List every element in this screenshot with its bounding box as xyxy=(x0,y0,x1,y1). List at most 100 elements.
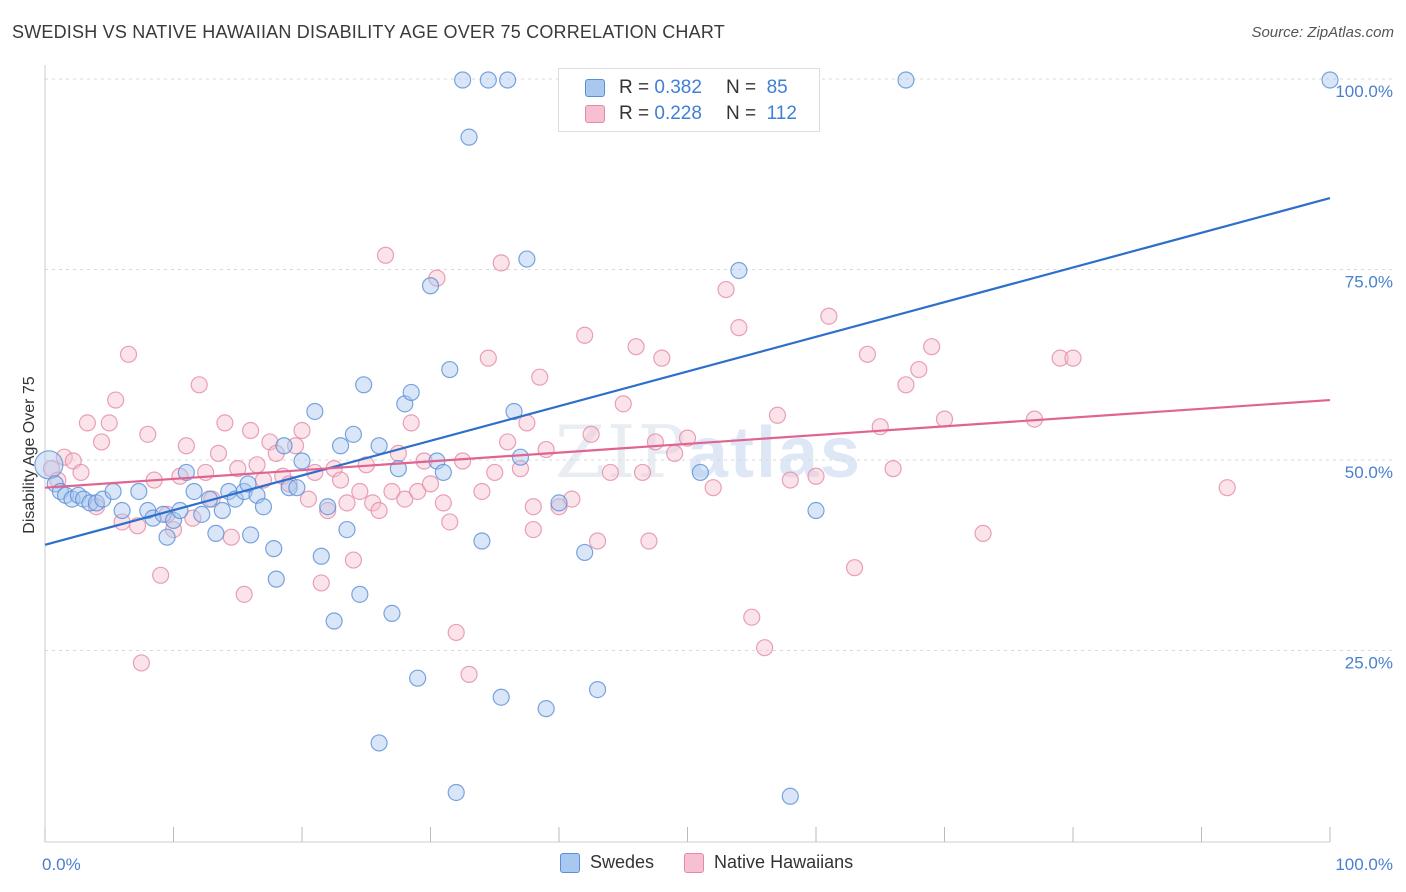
hawaiians-point xyxy=(370,501,388,520)
hawaiians-point xyxy=(312,574,330,592)
swedes-point xyxy=(344,425,362,443)
hawaiians-point xyxy=(897,376,915,394)
hawaiians-point xyxy=(441,513,459,531)
swedes-point xyxy=(781,787,799,805)
swedes-point xyxy=(312,547,330,565)
hawaiians-point xyxy=(177,437,195,455)
swedes-r-value: 0.382 xyxy=(654,77,702,98)
hawaiians-point xyxy=(319,501,337,520)
swedes-point xyxy=(730,261,748,280)
r-label: R = xyxy=(619,103,650,124)
watermark-atlas: atlas xyxy=(687,413,863,493)
swedes-point xyxy=(499,71,517,89)
swedes-point xyxy=(511,448,530,466)
hawaiians-point xyxy=(152,566,170,584)
hawaiians-point xyxy=(666,444,684,462)
swedes-point xyxy=(492,688,510,706)
hawaiians-point xyxy=(107,391,125,409)
hawaiians-legend-label: Native Hawaiians xyxy=(714,852,854,872)
swedes-swatch xyxy=(585,79,605,97)
hawaiians-point xyxy=(537,440,555,459)
hawaiians-point xyxy=(235,585,253,603)
hawaiians-point xyxy=(229,460,247,478)
hawaiians-point xyxy=(139,425,157,443)
hawaiians-point xyxy=(582,425,600,443)
swedes-point xyxy=(402,383,420,402)
swedes-point xyxy=(441,360,459,379)
n-label: N = xyxy=(725,103,757,124)
swedes-point xyxy=(158,528,176,546)
hawaiians-point xyxy=(383,482,401,501)
hawaiians-point xyxy=(351,482,369,501)
swedes-point xyxy=(267,570,285,588)
hawaiians-point xyxy=(935,410,954,428)
swedes-point xyxy=(177,463,195,482)
x-tick-label-0: 0.0% xyxy=(42,855,81,874)
hawaiians-point xyxy=(248,456,266,474)
hawaiians-point xyxy=(646,433,664,451)
hawaiians-point xyxy=(871,418,889,436)
hawaiians-point xyxy=(884,460,902,478)
hawaiians-n-value: 112 xyxy=(766,103,797,124)
hawaiians-point xyxy=(486,463,504,482)
swedes-point xyxy=(81,494,99,512)
hawaiians-point xyxy=(132,654,150,672)
hawaiians-point xyxy=(807,467,825,485)
swedes-n-value: 85 xyxy=(766,77,788,98)
hawaiians-r-value: 0.228 xyxy=(654,103,702,124)
hawaiians-point xyxy=(768,406,787,424)
hawaiians-point xyxy=(473,482,491,501)
swedes-point xyxy=(113,501,131,520)
hawaiians-point xyxy=(100,414,118,432)
legend-item-swedes: Swedes xyxy=(560,852,654,873)
n-label: N = xyxy=(725,77,757,98)
hawaiians-point xyxy=(460,665,478,683)
hawaiians-point xyxy=(588,532,607,550)
y-tick-label-100: 100.0% xyxy=(1335,82,1393,101)
hawaiians-point xyxy=(78,414,97,432)
hawaiians-point xyxy=(72,463,90,482)
hawaiians-point xyxy=(119,345,138,363)
hawaiians-point xyxy=(209,444,228,462)
hawaiians-point xyxy=(55,448,73,466)
swedes-point xyxy=(550,494,568,512)
correlation-legend: R = 0.382 N = 85 R = 0.228 N = 112 xyxy=(558,68,820,132)
hawaiians-point xyxy=(190,376,208,394)
hawaiians-point xyxy=(614,395,632,413)
swedes-point xyxy=(213,501,231,520)
hawaiians-point xyxy=(242,421,260,440)
watermark: ZIPatlas xyxy=(555,410,862,494)
hawaiians-point xyxy=(704,479,722,497)
swedes-point xyxy=(505,402,523,421)
swedes-point xyxy=(351,585,369,603)
hawaiians-swatch xyxy=(585,105,605,123)
swedes-point xyxy=(331,437,350,455)
y-tick-label-25: 25.0% xyxy=(1345,654,1393,673)
swedes-point xyxy=(807,501,825,520)
hawaiians-point xyxy=(92,433,111,451)
swedes-point xyxy=(409,669,427,687)
swedes-point xyxy=(193,505,211,523)
hawaiians-point xyxy=(447,623,465,642)
swedes-point xyxy=(275,437,293,455)
swedes-point xyxy=(355,376,373,394)
hawaiians-point xyxy=(1051,349,1069,367)
x-tick-label-100: 100.0% xyxy=(1335,855,1393,874)
swedes-point xyxy=(370,734,388,752)
hawaiians-point xyxy=(755,639,774,657)
hawaiians-point xyxy=(299,490,318,508)
swedes-legend-swatch xyxy=(560,852,580,873)
hawaiians-point xyxy=(563,490,581,508)
hawaiians-point xyxy=(454,452,472,470)
hawaiians-point xyxy=(338,494,356,512)
swedes-point xyxy=(370,437,388,455)
hawaiians-point xyxy=(524,520,542,539)
swedes-legend-label: Swedes xyxy=(590,852,655,872)
swedes-point xyxy=(185,482,203,501)
hawaiians-point xyxy=(845,559,864,577)
hawaiians-point xyxy=(396,490,414,508)
swedes-point xyxy=(691,463,709,482)
hawaiians-point xyxy=(409,482,427,501)
hawaiians-point xyxy=(653,349,671,367)
